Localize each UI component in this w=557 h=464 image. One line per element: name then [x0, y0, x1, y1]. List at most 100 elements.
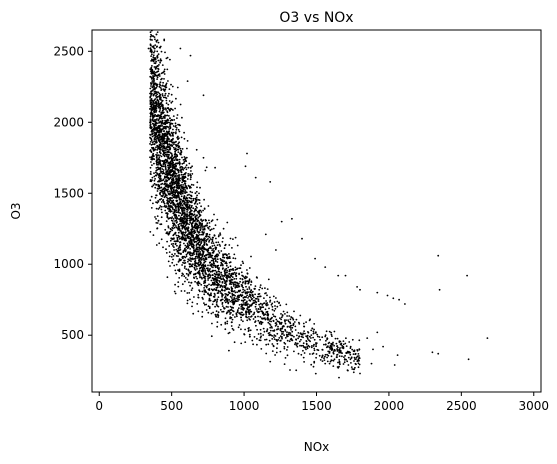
scatter-point	[162, 201, 165, 204]
scatter-point	[242, 299, 245, 302]
scatter-point	[257, 308, 260, 310]
scatter-point	[210, 288, 213, 291]
scatter-point	[246, 307, 249, 310]
scatter-point	[193, 266, 196, 269]
scatter-point	[215, 280, 218, 283]
scatter-point	[226, 322, 229, 325]
scatter-point	[167, 107, 170, 109]
scatter-point	[166, 198, 169, 200]
scatter-point	[466, 274, 468, 277]
scatter-point	[149, 156, 151, 159]
scatter-point	[242, 301, 245, 303]
scatter-point	[296, 334, 298, 337]
scatter-point	[248, 327, 250, 329]
scatter-point	[205, 240, 208, 243]
scatter-point	[257, 298, 260, 301]
scatter-point	[238, 273, 241, 276]
scatter-point	[437, 352, 440, 355]
scatter-point	[305, 321, 307, 323]
scatter-point	[171, 194, 174, 197]
scatter-point	[276, 328, 278, 331]
scatter-point	[196, 303, 199, 305]
scatter-point	[178, 187, 181, 189]
scatter-point	[207, 305, 210, 308]
scatter-point	[203, 261, 206, 264]
scatter-point	[245, 313, 248, 316]
scatter-point	[197, 235, 200, 238]
scatter-point	[240, 303, 243, 306]
scatter-point	[183, 215, 186, 218]
scatter-point	[207, 205, 210, 207]
scatter-point	[184, 244, 187, 247]
scatter-point	[183, 202, 185, 205]
scatter-point	[158, 46, 161, 49]
scatter-point	[283, 346, 286, 348]
scatter-point	[165, 134, 167, 137]
scatter-point	[180, 195, 183, 198]
scatter-point	[160, 208, 163, 211]
scatter-point	[180, 149, 182, 152]
scatter-point	[228, 292, 231, 295]
scatter-point	[283, 363, 286, 365]
scatter-point	[349, 353, 352, 356]
scatter-point	[158, 85, 161, 88]
scatter-point	[284, 320, 286, 323]
scatter-point	[192, 184, 195, 186]
scatter-point	[220, 299, 222, 302]
scatter-point	[161, 104, 164, 107]
scatter-point	[164, 151, 167, 154]
scatter-point	[265, 343, 268, 346]
scatter-point	[153, 66, 156, 68]
scatter-point	[189, 166, 192, 169]
scatter-point	[210, 242, 213, 244]
scatter-point	[154, 62, 157, 65]
scatter-point	[231, 247, 233, 249]
scatter-point	[206, 224, 208, 227]
scatter-point	[181, 162, 184, 165]
scatter-point	[294, 342, 297, 344]
scatter-point	[178, 182, 181, 185]
scatter-point	[275, 297, 277, 299]
scatter-point	[164, 165, 167, 168]
scatter-point	[198, 273, 201, 276]
scatter-point	[164, 161, 167, 164]
scatter-point	[167, 131, 170, 134]
scatter-point	[150, 207, 153, 209]
scatter-point	[153, 80, 155, 83]
scatter-point	[321, 336, 324, 339]
scatter-point	[311, 353, 314, 355]
scatter-point	[203, 284, 206, 287]
scatter-point	[191, 173, 194, 175]
scatter-point	[171, 179, 174, 182]
scatter-point	[340, 342, 343, 345]
scatter-point	[151, 118, 154, 121]
scatter-point	[198, 271, 201, 274]
scatter-point	[353, 356, 356, 359]
scatter-point	[197, 294, 200, 296]
scatter-point	[318, 336, 321, 338]
scatter-point	[159, 109, 161, 111]
scatter-point	[168, 122, 171, 124]
scatter-point	[157, 208, 160, 210]
scatter-point	[284, 343, 287, 345]
scatter-point	[169, 117, 171, 119]
scatter-point	[306, 334, 309, 337]
scatter-point	[265, 330, 268, 333]
scatter-point	[339, 347, 341, 349]
scatter-point	[208, 241, 210, 243]
scatter-point	[213, 281, 216, 284]
scatter-point	[226, 300, 229, 303]
scatter-point	[156, 45, 159, 48]
scatter-point	[149, 171, 152, 173]
scatter-point	[155, 103, 158, 106]
scatter-point	[218, 277, 221, 279]
scatter-point	[150, 101, 153, 103]
scatter-point	[271, 316, 273, 319]
scatter-point	[216, 264, 219, 267]
scatter-point	[329, 344, 332, 347]
scatter-point	[166, 216, 169, 219]
scatter-point	[351, 348, 354, 351]
scatter-point	[228, 253, 230, 255]
scatter-point	[188, 235, 190, 238]
scatter-point	[158, 92, 161, 95]
